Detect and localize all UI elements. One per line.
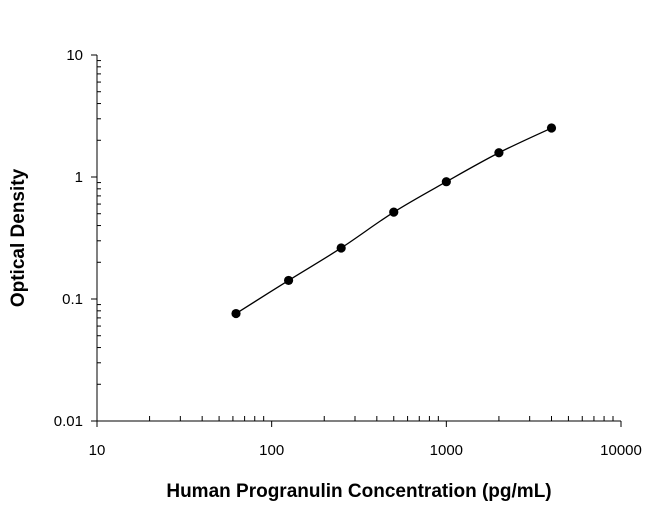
y-tick-label: 0.1 [62, 291, 83, 308]
axes [91, 54, 622, 427]
data-points [231, 123, 557, 319]
data-point [494, 148, 504, 158]
x-axis-title: Human Progranulin Concentration (pg/mL) [166, 481, 551, 502]
y-axis-title: Optical Density [8, 168, 29, 307]
data-point [546, 123, 557, 133]
x-tick-label: 10000 [600, 442, 642, 459]
x-tick-label: 1000 [430, 442, 463, 459]
y-tick-label: 1 [75, 169, 83, 186]
data-point [336, 243, 346, 253]
data-point [441, 177, 451, 187]
x-tick-label: 100 [259, 442, 284, 459]
fit-curve-layer [235, 127, 552, 315]
y-tick-label: 0.01 [54, 413, 83, 430]
data-point [231, 308, 241, 319]
tick-labels: 10 1 0.1 0.01 10 100 1000 10000 [54, 47, 642, 459]
y-tick-label: 10 [66, 47, 83, 64]
fit-curve [235, 127, 552, 315]
data-point [389, 207, 399, 217]
x-tick-label: 10 [89, 442, 106, 459]
data-point [283, 275, 294, 286]
